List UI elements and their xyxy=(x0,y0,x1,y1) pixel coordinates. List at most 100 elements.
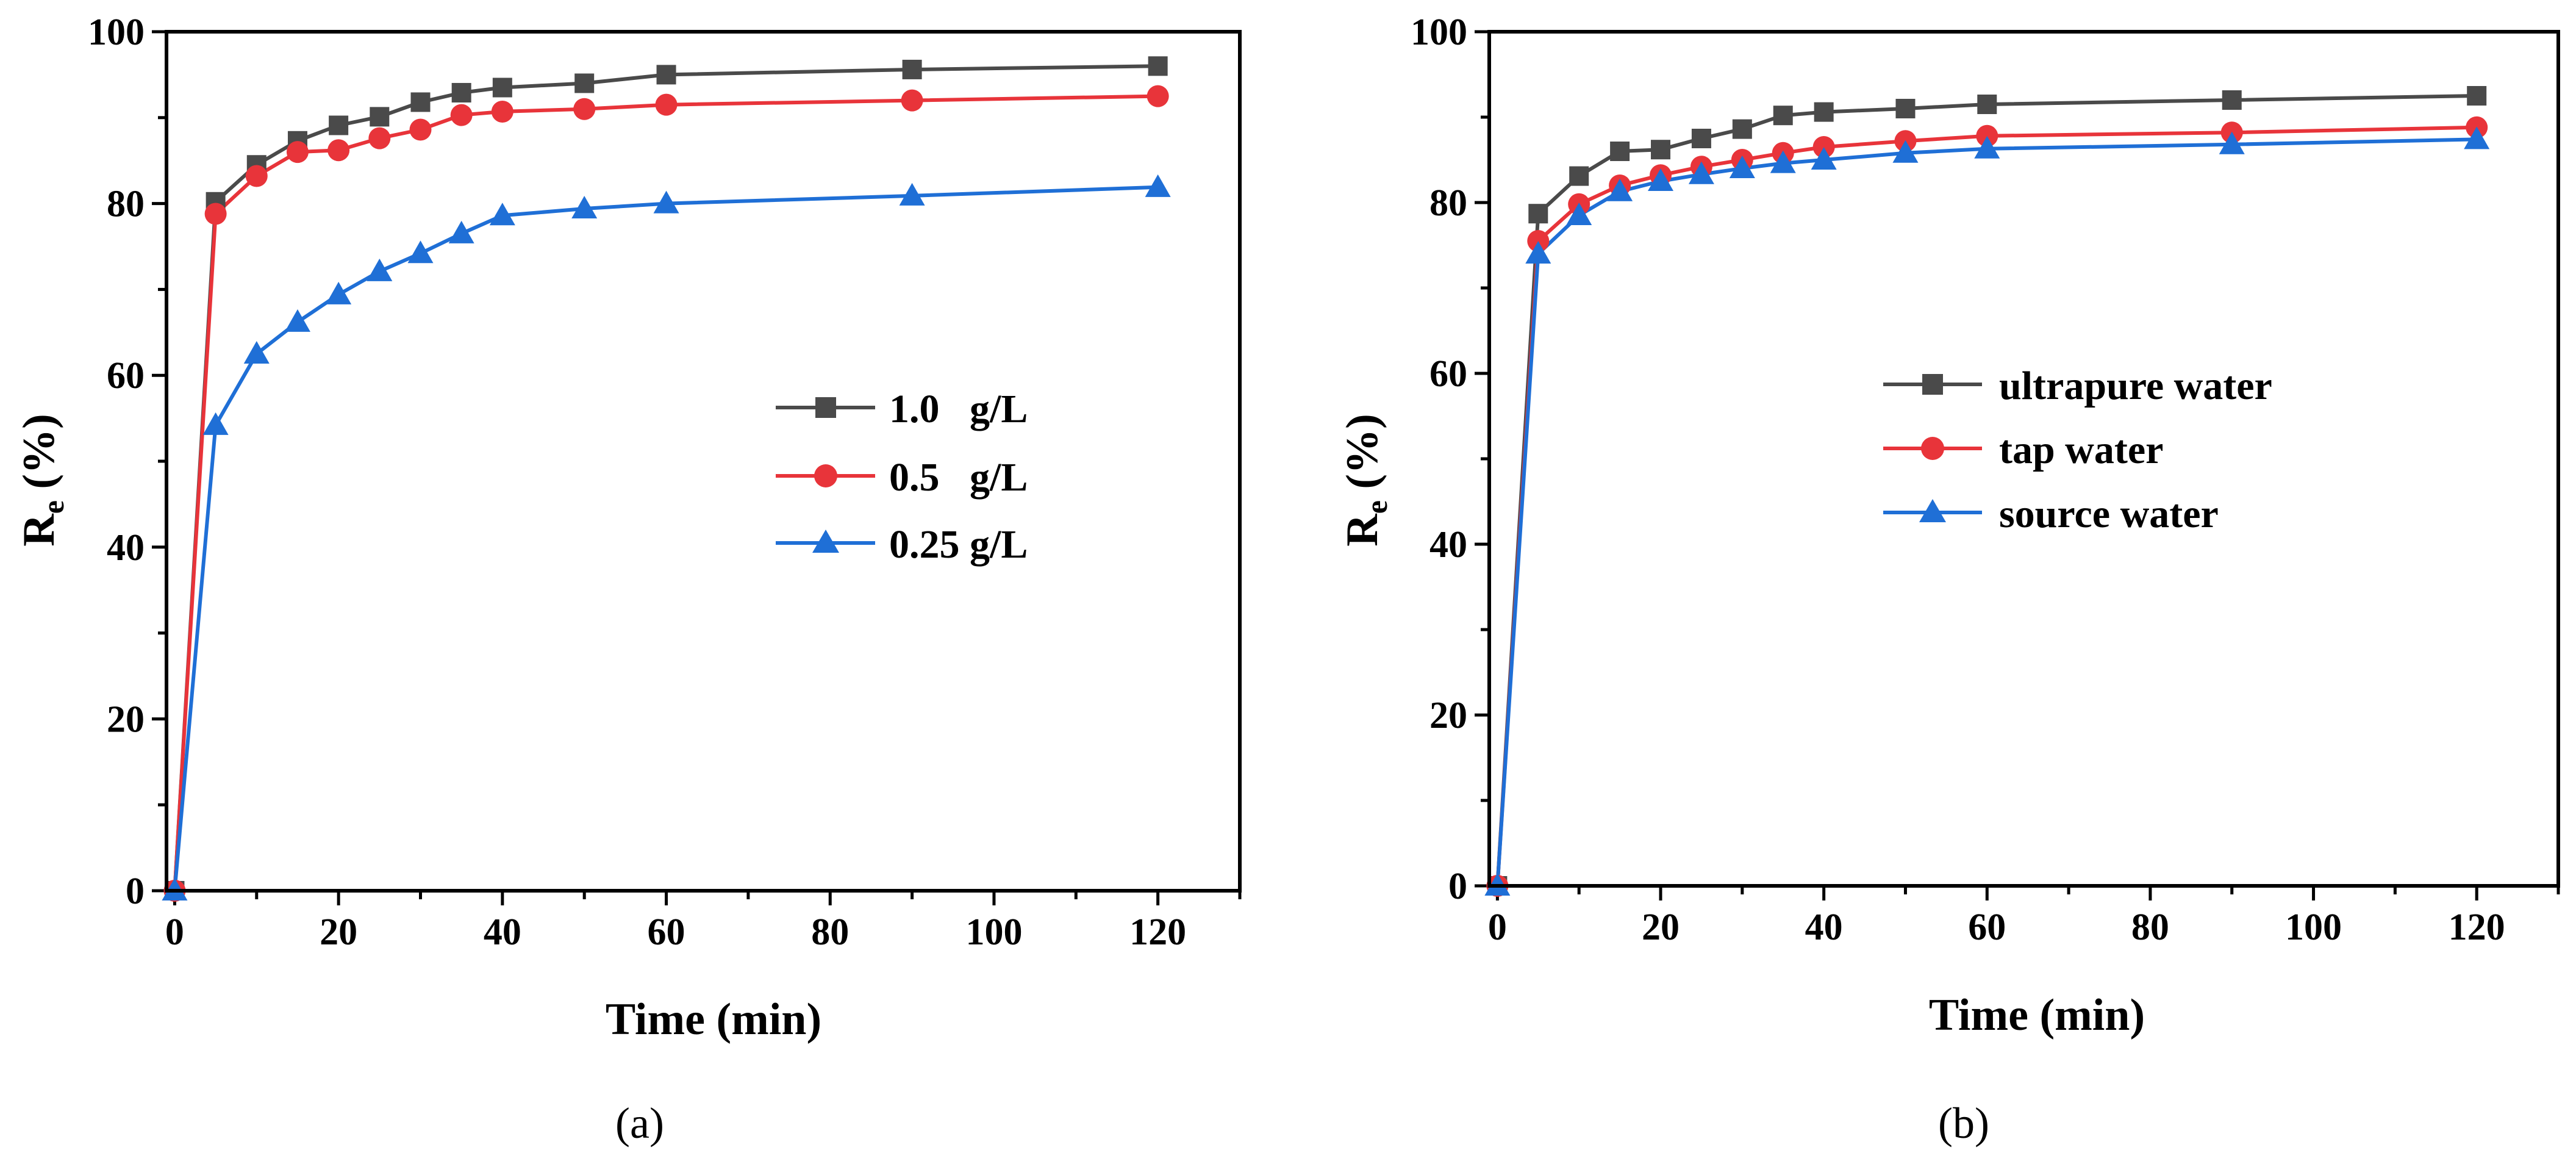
y-tick-label: 60 xyxy=(107,355,145,397)
data-point-square xyxy=(574,73,595,93)
y-axis-title: Re (%) xyxy=(14,414,70,546)
y-axis-title-main: R xyxy=(14,513,64,547)
y-axis-title: Re (%) xyxy=(1337,414,1394,546)
series-line xyxy=(1495,94,2477,886)
x-tick-label: 80 xyxy=(811,911,849,953)
x-tick-label: 60 xyxy=(648,911,685,953)
x-tick-labels: 0 20 40 60 80 100 120 xyxy=(1488,907,2505,948)
data-point-square xyxy=(370,107,390,127)
legend-marker-square xyxy=(1922,374,1943,395)
data-point-triangle xyxy=(571,196,598,219)
data-point-square xyxy=(1610,142,1630,161)
legend-marker-square xyxy=(815,397,836,418)
plot-frame xyxy=(165,30,1242,893)
data-point-square xyxy=(329,115,349,135)
data-point-triangle xyxy=(1974,135,2000,159)
y-tick-labels: 0 20 40 60 80 100 xyxy=(1411,12,1467,907)
data-point-triangle xyxy=(1729,156,1755,178)
data-point-square xyxy=(410,92,431,112)
data-point-triangle xyxy=(1688,161,1714,184)
series-line xyxy=(1495,137,2477,886)
y-tick-label: 20 xyxy=(107,699,145,740)
x-tick-label: 100 xyxy=(2285,907,2342,948)
y-axis-title-tail: (%) xyxy=(14,414,64,500)
legend-label: 1.0 g/L xyxy=(889,387,1028,431)
legend-marker-circle xyxy=(1921,437,1944,460)
data-point-triangle xyxy=(367,258,393,281)
x-tick-label: 40 xyxy=(484,911,521,953)
data-point-triangle xyxy=(326,281,352,304)
y-tick-label: 80 xyxy=(107,184,145,225)
data-point-square xyxy=(1148,56,1168,76)
data-point-triangle xyxy=(1525,241,1551,264)
data-point-circle xyxy=(901,89,923,112)
data-point-square xyxy=(1732,119,1752,139)
tick-marks xyxy=(152,30,1242,905)
data-point-circle xyxy=(573,98,596,120)
data-point-triangle xyxy=(1648,168,1674,191)
panel-caption: (a) xyxy=(615,1099,664,1148)
legend-item: tap water xyxy=(1883,428,2163,472)
legend-label: tap water xyxy=(1999,428,2163,472)
data-point-triangle xyxy=(1566,203,1592,225)
data-point-square xyxy=(902,59,922,79)
x-axis-title: Time (min) xyxy=(1929,990,2145,1040)
legend-item: source water xyxy=(1883,492,2219,536)
tick-marks xyxy=(1475,30,2560,900)
y-tick-labels: 0 20 40 60 80 100 xyxy=(88,12,145,912)
y-axis-title-subscript: e xyxy=(1359,500,1394,514)
y-axis-title-tail: (%) xyxy=(1337,414,1387,500)
y-tick-label: 20 xyxy=(1429,695,1467,736)
plot-frame xyxy=(1487,30,2560,888)
x-tick-label: 100 xyxy=(965,911,1022,953)
y-tick-label: 80 xyxy=(1429,182,1467,224)
data-point-triangle xyxy=(1892,140,1919,163)
data-point-triangle xyxy=(1607,178,1633,201)
data-point-circle xyxy=(286,141,309,164)
data-point-triangle xyxy=(284,309,310,332)
x-tick-label: 60 xyxy=(1968,907,2006,948)
data-point-circle xyxy=(1147,85,1169,107)
x-axis-title: Time (min) xyxy=(606,994,821,1044)
data-point-square xyxy=(1895,99,1916,118)
data-point-triangle xyxy=(2219,131,2245,154)
data-point-triangle xyxy=(407,240,434,264)
data-point-triangle xyxy=(1770,150,1796,173)
data-point-triangle xyxy=(448,220,474,243)
data-point-circle xyxy=(450,104,473,126)
y-axis-title-subscript: e xyxy=(36,500,70,514)
y-tick-label: 0 xyxy=(126,871,145,912)
x-tick-label: 0 xyxy=(1488,907,1507,948)
y-tick-label: 40 xyxy=(1429,524,1467,566)
x-tick-label: 120 xyxy=(1129,911,1186,953)
series-line xyxy=(1495,125,2477,886)
data-point-circle xyxy=(655,93,678,116)
data-point-circle xyxy=(409,118,432,141)
legend-label: 0.5 g/L xyxy=(889,455,1028,500)
series-markers xyxy=(162,56,1171,902)
data-point-square xyxy=(2222,90,2242,110)
x-tick-labels: 0 20 40 60 80 100 120 xyxy=(165,911,1186,953)
data-point-circle xyxy=(491,100,513,123)
y-tick-label: 40 xyxy=(107,527,145,569)
legend-marker-triangle xyxy=(1919,499,1946,522)
x-tick-label: 20 xyxy=(320,911,357,953)
x-tick-label: 80 xyxy=(2131,907,2169,948)
data-point-triangle xyxy=(243,341,270,364)
data-point-triangle xyxy=(2464,126,2490,149)
data-point-circle xyxy=(204,203,227,225)
legend-label: source water xyxy=(1999,492,2219,536)
y-tick-label: 100 xyxy=(88,12,145,53)
legend-label: ultrapure water xyxy=(1999,364,2272,408)
legend-marker-circle xyxy=(814,464,837,487)
x-tick-label: 0 xyxy=(165,911,184,953)
legend: 1.0 g/L 0.5 g/L 0.25 g/L xyxy=(776,387,1028,567)
data-point-square xyxy=(1773,106,1793,126)
data-point-triangle xyxy=(653,190,679,214)
x-tick-label: 120 xyxy=(2449,907,2505,948)
data-point-circle xyxy=(245,165,268,187)
y-tick-label: 100 xyxy=(1411,12,1467,53)
